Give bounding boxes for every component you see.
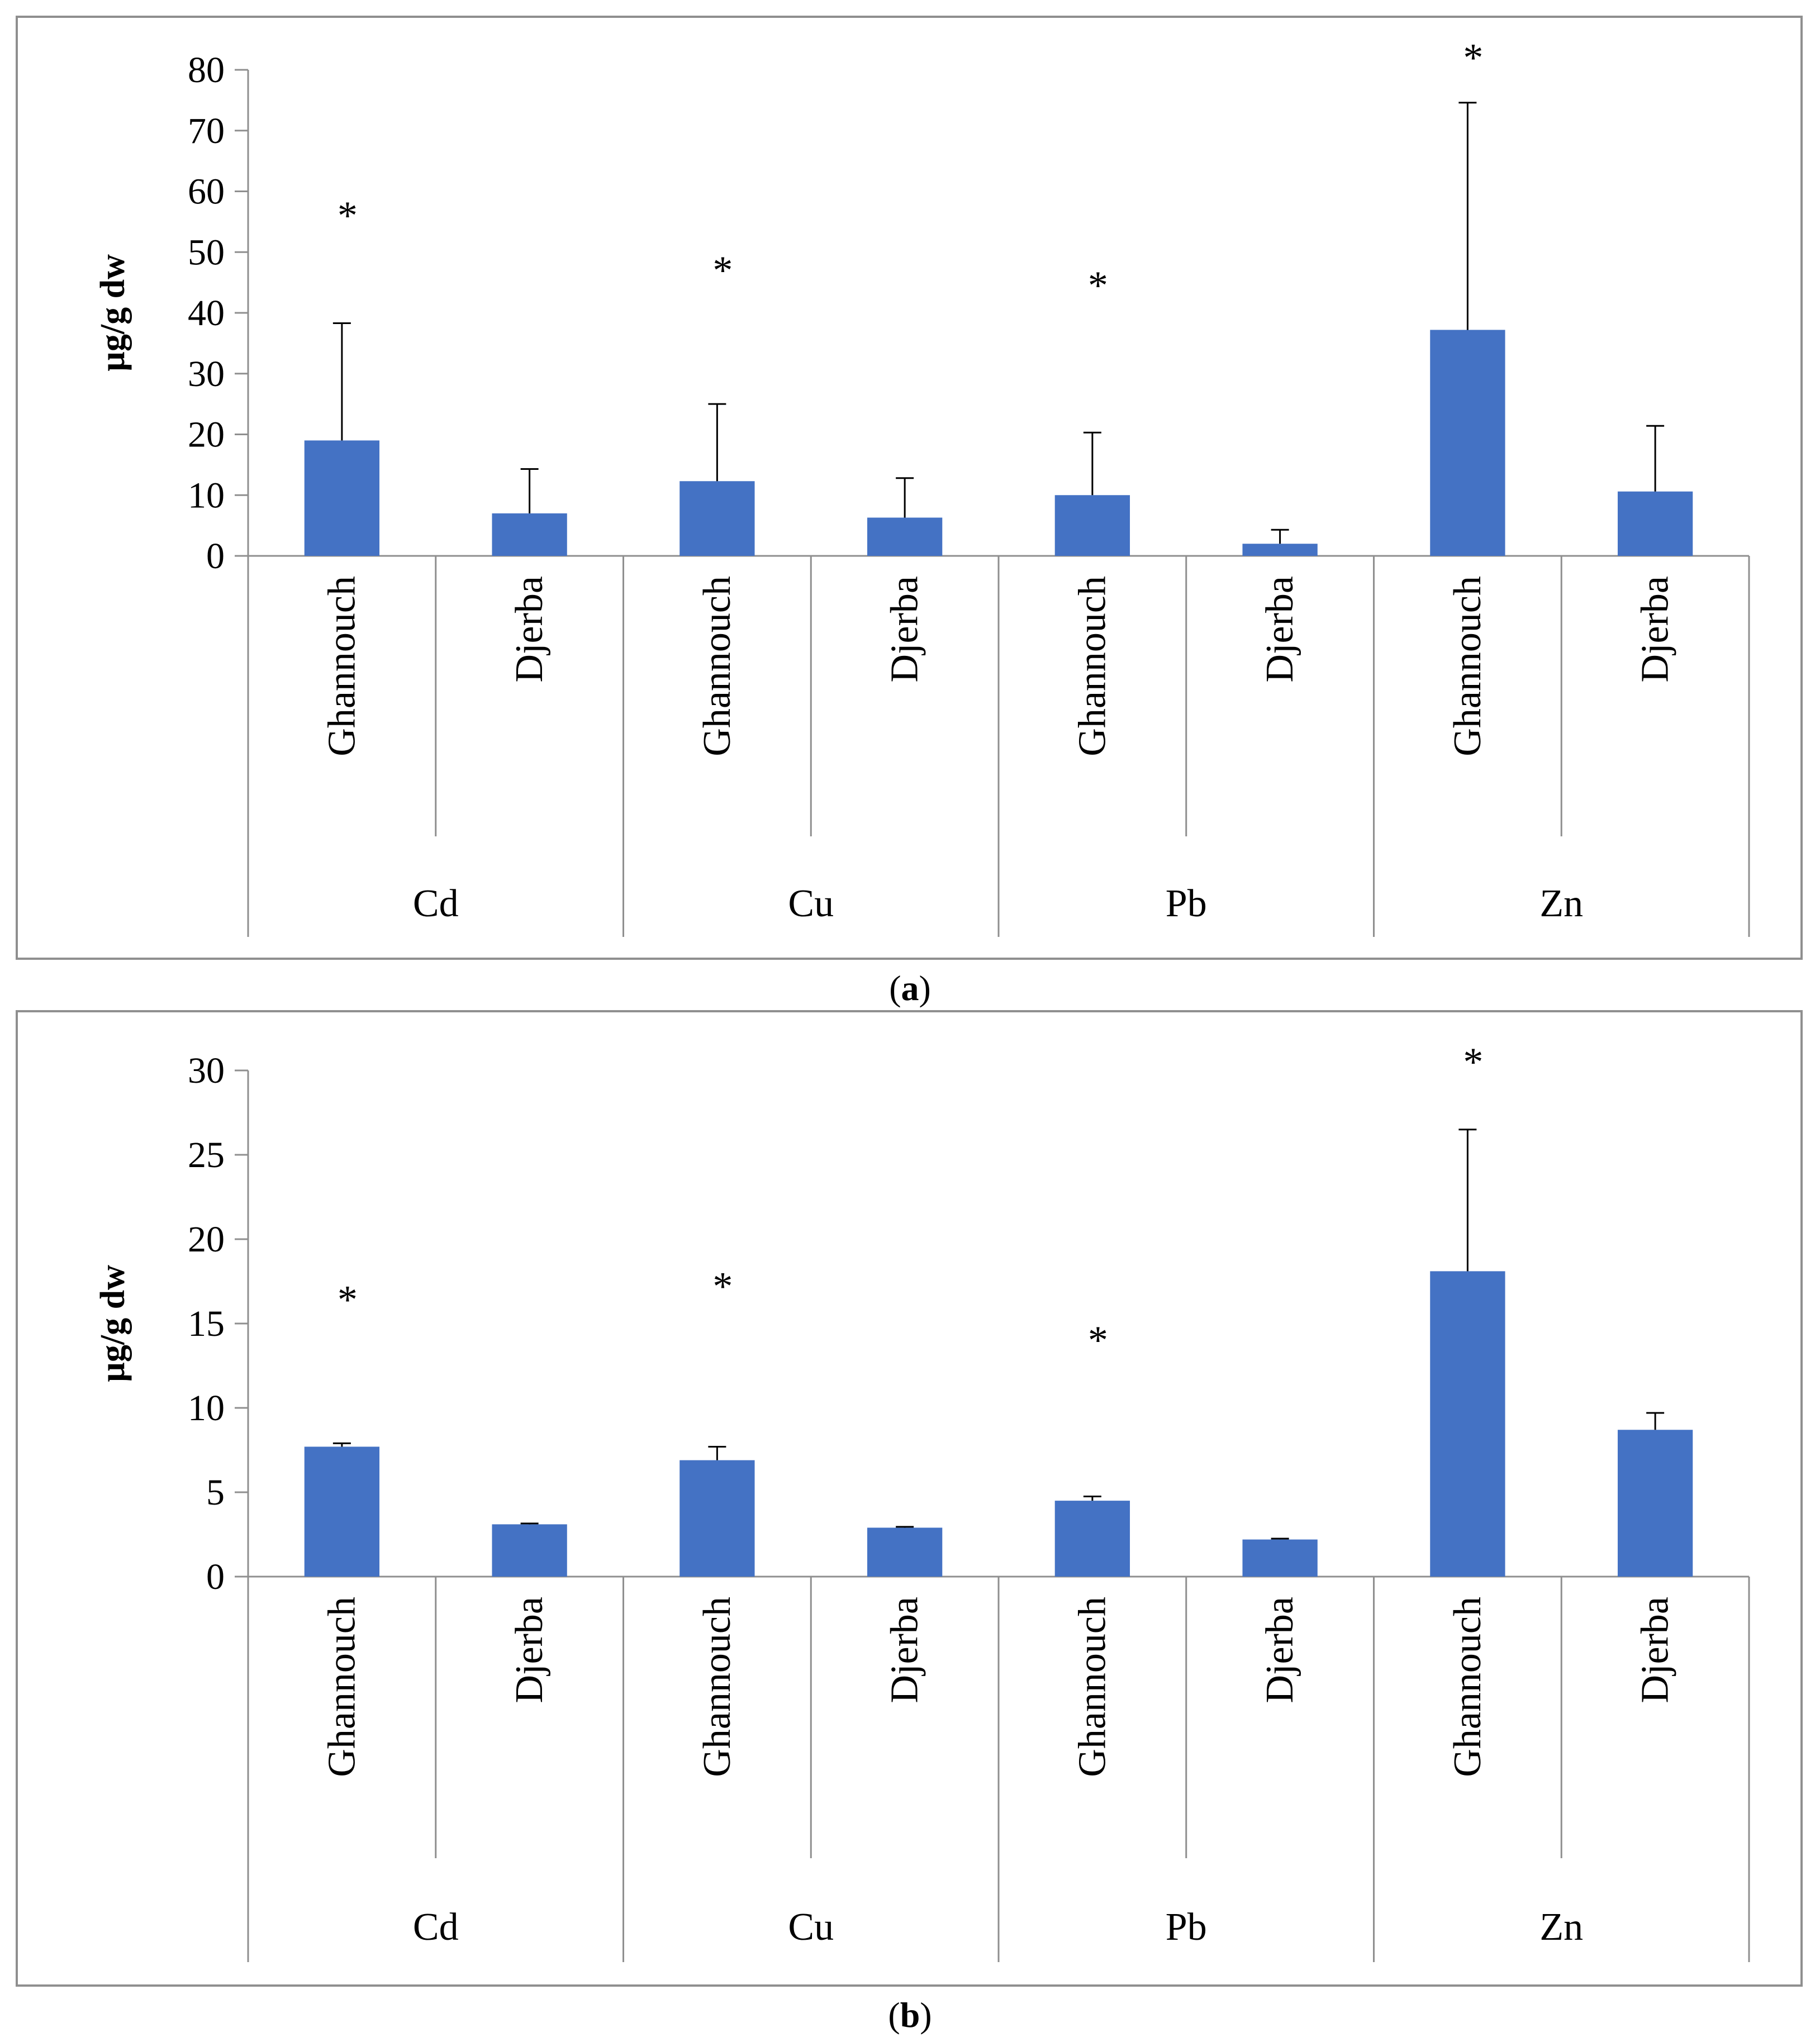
bar-pb-djerba <box>1242 544 1318 556</box>
caption-b-letter: b <box>900 1995 920 2035</box>
chart-b-svg: µg/g dw 0 5 10 15 20 25 30 * Ghannouch Djerba * Ghan… <box>94 1040 1750 1962</box>
site-label: Ghannouch <box>696 1597 739 1777</box>
site-label: Djerba <box>508 576 551 682</box>
group-label-cd: Cd <box>413 882 459 925</box>
y-tick-label: 10 <box>188 475 225 516</box>
bar-pb-djerba <box>1242 1539 1318 1577</box>
y-tick-label: 30 <box>188 1050 225 1091</box>
site-label: Djerba <box>1634 1597 1677 1703</box>
site-label: Djerba <box>883 576 926 682</box>
y-tick-label: 70 <box>188 111 225 151</box>
y-tick-label: 25 <box>188 1135 225 1175</box>
chart-panel-a: µg/g dw 0 10 20 30 40 50 60 70 80 * Ghannouch Djerba… <box>16 16 1803 960</box>
y-tick-label: 60 <box>188 172 225 212</box>
significance-star: * <box>338 193 358 238</box>
significance-star: * <box>338 1278 358 1322</box>
site-label: Ghannouch <box>1446 576 1489 756</box>
group-label-pb: Pb <box>1166 882 1207 925</box>
bar-zn-ghannouch <box>1430 330 1505 556</box>
site-label: Djerba <box>1258 1597 1301 1703</box>
y-tick-label: 10 <box>188 1388 225 1429</box>
bar-cd-ghannouch <box>304 1446 380 1577</box>
group-label-zn: Zn <box>1539 1906 1583 1949</box>
y-tick-label: 20 <box>188 415 225 455</box>
significance-star: * <box>1088 1318 1108 1363</box>
bar-pb-ghannouch <box>1054 495 1130 556</box>
y-axis-label: µg/g dw <box>94 254 132 372</box>
significance-star: * <box>1463 1040 1483 1084</box>
chart-panel-b: µg/g dw 0 5 10 15 20 25 30 * Ghannouch Djerba * Ghan… <box>16 1010 1803 1987</box>
y-tick-label: 40 <box>188 293 225 334</box>
group-label-cu: Cu <box>788 1906 834 1949</box>
significance-star: * <box>712 248 733 293</box>
site-label: Djerba <box>883 1597 926 1703</box>
bar-zn-ghannouch <box>1430 1271 1505 1577</box>
y-tick-label: 0 <box>206 536 225 577</box>
bar-cu-djerba <box>867 517 943 556</box>
bar-pb-ghannouch <box>1054 1501 1130 1577</box>
bar-zn-djerba <box>1617 1430 1693 1577</box>
bar-zn-djerba <box>1617 491 1693 556</box>
bar-cd-djerba <box>492 513 567 556</box>
group-label-cd: Cd <box>413 1906 459 1949</box>
significance-star: * <box>1088 263 1108 308</box>
site-label: Ghannouch <box>696 576 739 756</box>
bar-cu-ghannouch <box>679 481 755 556</box>
site-label: Djerba <box>1634 576 1677 682</box>
significance-star: * <box>712 1264 733 1309</box>
y-tick-label: 15 <box>188 1303 225 1344</box>
site-label: Ghannouch <box>320 1597 363 1777</box>
site-label: Djerba <box>508 1597 551 1703</box>
site-label: Ghannouch <box>1071 1597 1114 1777</box>
site-label: Ghannouch <box>1446 1597 1489 1777</box>
group-label-pb: Pb <box>1166 1906 1207 1949</box>
caption-a-letter: a <box>901 968 919 1008</box>
caption-a: (a) <box>889 968 931 1008</box>
group-label-zn: Zn <box>1539 882 1583 925</box>
y-tick-label: 5 <box>206 1472 225 1513</box>
bar-cd-djerba <box>492 1524 567 1577</box>
significance-star: * <box>1463 35 1483 80</box>
bar-cu-djerba <box>867 1527 943 1577</box>
site-label: Ghannouch <box>320 576 363 756</box>
y-tick-label: 50 <box>188 232 225 273</box>
group-label-cu: Cu <box>788 882 834 925</box>
y-tick-label: 0 <box>206 1557 225 1597</box>
y-tick-label: 20 <box>188 1219 225 1260</box>
bar-cd-ghannouch <box>304 440 380 556</box>
site-label: Ghannouch <box>1071 576 1114 756</box>
y-axis-label: µg/g dw <box>94 1265 132 1382</box>
y-tick-label: 80 <box>188 50 225 91</box>
bar-cu-ghannouch <box>679 1460 755 1577</box>
y-tick-label: 30 <box>188 354 225 394</box>
caption-b: (b) <box>888 1995 932 2035</box>
site-label: Djerba <box>1258 576 1301 682</box>
chart-a-svg: µg/g dw 0 10 20 30 40 50 60 70 80 * Ghannouch Djerba… <box>94 35 1750 937</box>
